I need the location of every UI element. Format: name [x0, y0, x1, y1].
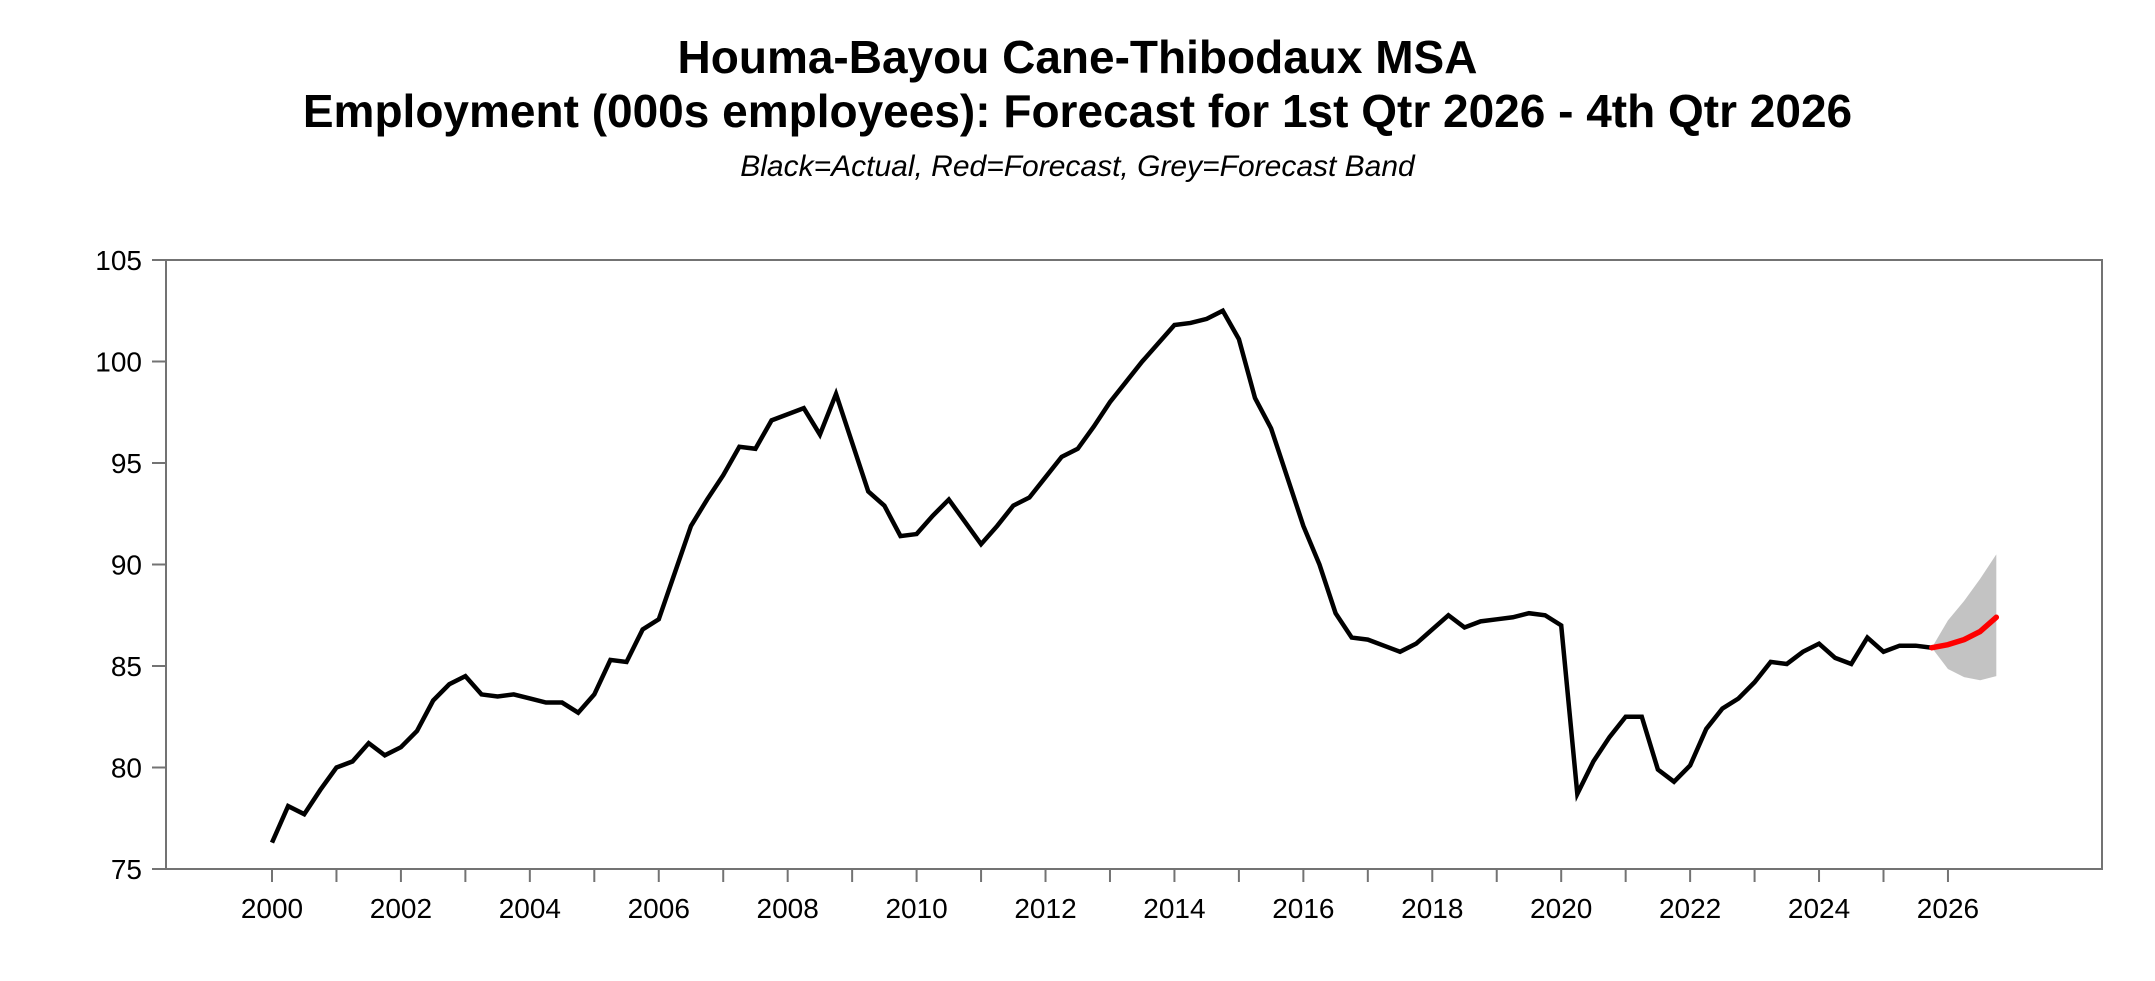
x-tick-label: 2004 [499, 893, 561, 924]
y-tick-label: 90 [111, 550, 142, 581]
x-tick-label: 2012 [1014, 893, 1076, 924]
y-tick-label: 95 [111, 448, 142, 479]
y-tick-label: 75 [111, 854, 142, 885]
x-tick-label: 2022 [1659, 893, 1721, 924]
y-tick-label: 105 [95, 245, 142, 276]
x-tick-label: 2002 [370, 893, 432, 924]
y-tick-label: 85 [111, 651, 142, 682]
y-tick-label: 100 [95, 347, 142, 378]
x-tick-label: 2024 [1788, 893, 1850, 924]
forecast-series-line [1929, 614, 2000, 651]
x-tick-label: 2000 [241, 893, 303, 924]
actual-series-line [269, 307, 1933, 844]
forecast-band-area [1931, 554, 1997, 681]
chart-subtitle: Black=Actual, Red=Forecast, Grey=Forecas… [740, 150, 1415, 183]
x-axis-ticks [271, 869, 1949, 882]
chart-title-line1: Houma-Bayou Cane-Thibodaux MSA [677, 31, 1478, 83]
y-axis-ticks [152, 259, 166, 870]
y-axis-labels: 75 80 85 90 95 100 105 [95, 245, 142, 885]
x-tick-label: 2016 [1272, 893, 1334, 924]
x-tick-label: 2008 [757, 893, 819, 924]
plot-frame [165, 259, 2103, 870]
x-tick-label: 2026 [1917, 893, 1979, 924]
x-axis-labels: 2000 2002 2004 2006 2008 2010 2012 2014 2016 2018… [241, 893, 1979, 924]
chart-title: Houma-Bayou Cane-Thibodaux MSA Employmen… [0, 30, 2155, 138]
x-tick-label: 2014 [1143, 893, 1205, 924]
y-tick-label: 80 [111, 753, 142, 784]
x-tick-label: 2020 [1530, 893, 1592, 924]
x-tick-label: 2010 [885, 893, 947, 924]
x-tick-label: 2018 [1401, 893, 1463, 924]
x-tick-label: 2006 [628, 893, 690, 924]
chart-title-line2: Employment (000s employees): Forecast fo… [302, 85, 1853, 137]
